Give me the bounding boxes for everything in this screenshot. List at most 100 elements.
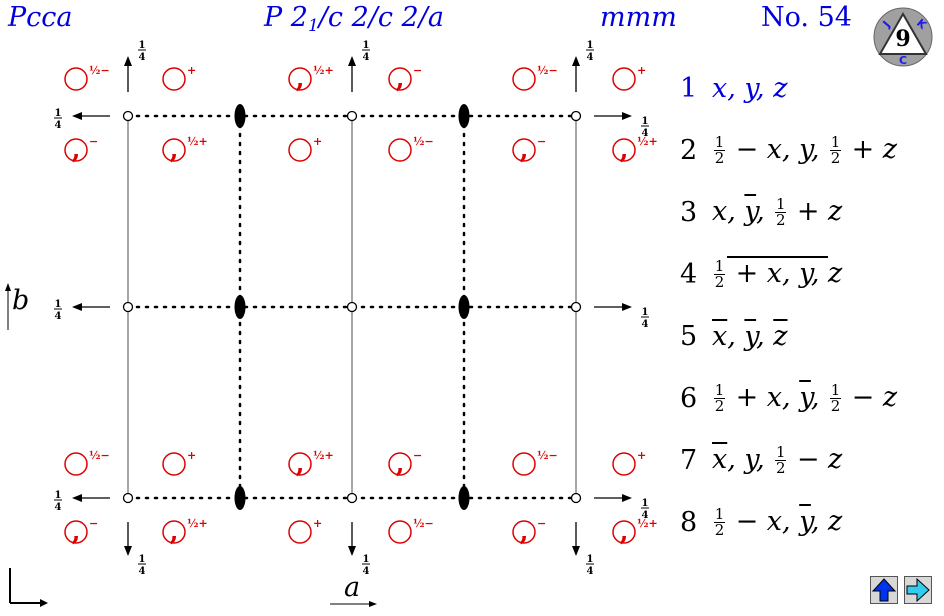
coordinate-expression: x, y, z xyxy=(712,320,788,352)
inversion-center xyxy=(570,110,582,122)
jkc-logo-icon[interactable]: 9 J K C xyxy=(872,6,934,68)
svg-text:1: 1 xyxy=(139,40,146,51)
inversion-center xyxy=(122,301,134,313)
gp-symbol-1-2-label: + xyxy=(313,135,322,148)
gp-symbol-3-1-label: ½+ xyxy=(187,517,208,530)
gp-symbol-1-2 xyxy=(288,138,312,162)
svg-text:4: 4 xyxy=(363,566,370,577)
gp-symbol-0-2 xyxy=(288,67,312,91)
svg-text:1: 1 xyxy=(55,299,62,310)
gp-symbol-3-2 xyxy=(288,520,312,544)
quarter-label-bottom: 14 xyxy=(362,554,370,577)
gp-symbol-0-5 xyxy=(612,67,636,91)
coordinate-5: 5 x, y, z xyxy=(680,316,787,356)
inversion-center xyxy=(346,110,358,122)
gp-symbol-3-3 xyxy=(388,520,412,544)
gp-symbol-0-3 xyxy=(388,67,412,91)
axis-b-arrowhead xyxy=(5,283,11,291)
gp-symbol-2-0 xyxy=(64,452,88,476)
coordinate-number: 8 xyxy=(680,506,698,538)
svg-text:4: 4 xyxy=(139,52,146,63)
svg-text:1: 1 xyxy=(642,498,649,509)
quarter-label-top: 14 xyxy=(586,40,594,63)
axis-a-arrowhead xyxy=(369,601,377,607)
quarter-label-right: 14 xyxy=(641,307,649,330)
gp-symbol-1-1 xyxy=(162,138,186,162)
svg-text:9: 9 xyxy=(895,26,910,52)
inversion-center xyxy=(122,492,134,504)
gp-symbol-3-5-label: ½+ xyxy=(637,517,658,530)
gp-symbol-2-0-label: ½− xyxy=(89,449,110,462)
arrowhead-down xyxy=(572,546,580,556)
arrowhead-up xyxy=(124,56,132,66)
svg-text:4: 4 xyxy=(587,52,594,63)
svg-text:4: 4 xyxy=(642,128,649,139)
arrowhead-down xyxy=(348,546,356,556)
gp-symbol-3-1-comma: , xyxy=(169,517,178,547)
gp-symbol-1-5 xyxy=(612,138,636,162)
svg-text:4: 4 xyxy=(55,120,62,131)
gp-symbol-2-2-label: ½+ xyxy=(313,449,334,462)
quarter-label-bottom: 14 xyxy=(586,554,594,577)
coordinate-expression: x, y, z xyxy=(712,72,788,104)
inversion-center xyxy=(570,492,582,504)
quarter-label-left: 14 xyxy=(54,299,62,322)
arrowhead-right xyxy=(622,112,632,120)
gp-symbol-1-1-comma: , xyxy=(169,135,178,165)
gp-symbol-1-0-label: − xyxy=(89,135,98,148)
up-arrow-icon[interactable] xyxy=(870,576,898,604)
gp-symbol-3-5-comma: , xyxy=(619,517,628,547)
svg-text:4: 4 xyxy=(55,502,62,513)
arrowhead-left xyxy=(72,494,82,502)
svg-text:1: 1 xyxy=(139,554,146,565)
gp-symbol-2-4 xyxy=(512,452,536,476)
quarter-label-left: 14 xyxy=(54,490,62,513)
gp-symbol-2-1-label: + xyxy=(187,449,196,462)
svg-text:4: 4 xyxy=(55,311,62,322)
gp-symbol-0-1 xyxy=(162,67,186,91)
gp-symbol-3-3-label: ½− xyxy=(413,517,434,530)
gp-symbol-0-1-label: + xyxy=(187,64,196,77)
short-symbol: Pcca xyxy=(8,2,73,33)
gp-symbol-1-1-label: ½+ xyxy=(187,135,208,148)
svg-text:1: 1 xyxy=(55,108,62,119)
twofold-axis xyxy=(458,295,470,319)
inversion-center xyxy=(346,492,358,504)
gp-symbol-3-4-comma: , xyxy=(519,517,528,547)
quarter-label-top: 14 xyxy=(138,40,146,63)
arrowhead-left xyxy=(72,112,82,120)
coordinate-number: 2 xyxy=(680,134,698,166)
gp-symbol-2-5-label: + xyxy=(637,449,646,462)
quarter-label-right: 14 xyxy=(641,116,649,139)
gp-symbol-0-2-comma: , xyxy=(295,64,304,94)
svg-text:4: 4 xyxy=(642,319,649,330)
inversion-center xyxy=(346,301,358,313)
coordinate-number: 1 xyxy=(680,72,698,104)
right-arrow-icon[interactable] xyxy=(904,576,932,604)
inversion-center xyxy=(122,110,134,122)
gp-symbol-0-5-label: + xyxy=(637,64,646,77)
gp-symbol-2-5 xyxy=(612,452,636,476)
coordinate-number: 5 xyxy=(680,320,698,352)
gp-symbol-2-4-label: ½− xyxy=(537,449,558,462)
gp-symbol-0-0-label: ½− xyxy=(89,64,110,77)
twofold-axis xyxy=(458,104,470,128)
svg-text:1: 1 xyxy=(587,40,594,51)
full-symbol-sub: 1 xyxy=(307,16,319,36)
arrowhead-down xyxy=(124,546,132,556)
twofold-axis xyxy=(234,295,246,319)
axis-b-label: b xyxy=(12,285,30,316)
gp-symbol-2-3 xyxy=(388,452,412,476)
arrowhead-right xyxy=(622,494,632,502)
space-group-number: No. 54 xyxy=(761,2,852,33)
gp-symbol-0-3-label: − xyxy=(413,64,422,77)
quarter-label-bottom: 14 xyxy=(138,554,146,577)
